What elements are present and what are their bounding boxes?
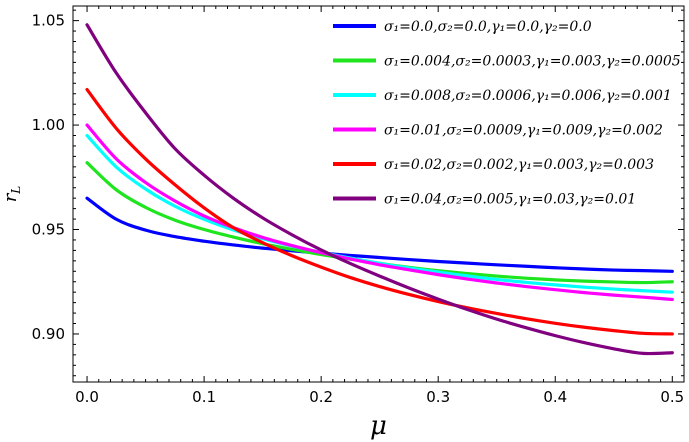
x-tick-label: 0.1: [192, 388, 216, 406]
x-tick-label: 0.5: [660, 388, 684, 406]
y-axis-label-base: r: [0, 192, 21, 202]
y-axis-label-subscript: L: [9, 186, 23, 195]
legend-entry-4: σ₁=0.01,σ₂=0.0009,γ₁=0.009,γ₂=0.002: [384, 123, 663, 139]
legend-entry-1: σ₁=0.0,σ₂=0.0,γ₁=0.0,γ₂=0.0: [384, 19, 592, 35]
x-tick-label: 0.3: [426, 388, 450, 406]
series-line-6: [85, 23, 674, 356]
x-axis-label: μ: [370, 411, 387, 441]
y-tick-label: 0.95: [32, 221, 65, 239]
x-axis-ticks: 0.0 0.1 0.2 0.3 0.4 0.5: [75, 6, 684, 406]
legend: σ₁=0.0,σ₂=0.0,γ₁=0.0,γ₂=0.0 σ₁=0.004,σ₂=0…: [333, 19, 681, 208]
legend-entry-3: σ₁=0.008,σ₂=0.0006,γ₁=0.006,γ₂=0.001: [384, 88, 672, 104]
y-axis-label: rL: [0, 186, 23, 203]
x-tick-label: 0.0: [75, 388, 99, 406]
y-tick-label: 1.05: [32, 12, 65, 30]
y-tick-label: 0.90: [32, 325, 65, 343]
legend-entry-5: σ₁=0.02,σ₂=0.002,γ₁=0.003,γ₂=0.003: [384, 157, 654, 173]
series-line-5: [85, 87, 674, 336]
y-axis-ticks: 0.90 0.95 1.00 1.05: [32, 9, 684, 377]
x-tick-label: 0.4: [543, 388, 567, 406]
series-line-4: [85, 123, 674, 302]
legend-entry-6: σ₁=0.04,σ₂=0.005,γ₁=0.03,γ₂=0.01: [384, 192, 636, 208]
y-tick-label: 1.00: [32, 116, 65, 134]
axes-frame: [72, 5, 685, 383]
series-lines: [85, 23, 674, 356]
x-tick-label: 0.2: [309, 388, 333, 406]
legend-entry-2: σ₁=0.004,σ₂=0.0003,γ₁=0.003,γ₂=0.0005: [384, 54, 681, 70]
plot-frame: [72, 5, 685, 383]
series-line-1: [85, 196, 674, 273]
